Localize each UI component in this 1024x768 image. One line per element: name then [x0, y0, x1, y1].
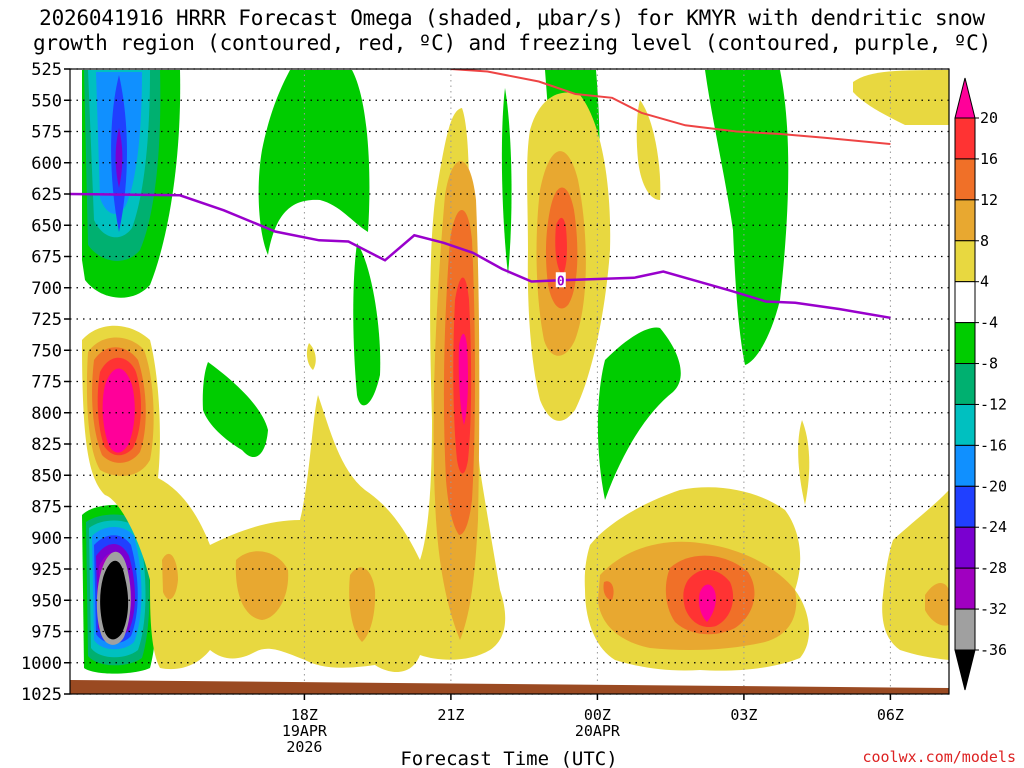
omega-region-pink-c [458, 333, 468, 425]
freezing-level-label: 0 [557, 274, 565, 289]
omega-region-yellow-l [82, 108, 506, 673]
omega-region-gold-fr [925, 583, 949, 626]
terrain-band [70, 680, 949, 694]
omega-region-green-ml [202, 362, 268, 458]
colorbar-segment [954, 526, 976, 569]
colorbar-bottom-arrow [954, 649, 976, 691]
colorbar: 20 16 12 8 4 -4 -8 -12 -16 -20 -24 -28 -32 -36 [954, 77, 1007, 691]
colorbar-segment [954, 567, 976, 610]
title-line-1: 2026041916 HRRR Forecast Omega (shaded, … [39, 6, 985, 30]
omega-region-yellow-rs [798, 420, 810, 505]
x-tick-date: 20APR [575, 722, 621, 740]
omega-shading [82, 70, 949, 674]
colorbar-level-label: -12 [980, 395, 1007, 413]
colorbar-level-label: 16 [980, 150, 998, 168]
dgz-contour-line [450, 69, 891, 145]
y-tick-label: 950 [31, 591, 62, 611]
y-tick-label: 650 [31, 216, 62, 236]
x-tick-date: 19APR [282, 722, 328, 740]
freezing-level-line [70, 192, 891, 320]
colorbar-level-label: 20 [980, 109, 998, 127]
y-tick-label: 825 [31, 435, 62, 455]
x-axis-title: Forecast Time (UTC) [400, 748, 617, 768]
colorbar-segment [954, 158, 976, 201]
omega-region-purple-ul [115, 128, 123, 188]
omega-region-gold-l2 [235, 551, 289, 620]
omega-region-yellow-fr [882, 490, 949, 660]
colorbar-level-label: -36 [980, 641, 1007, 659]
y-axis: 525 550 575 600 625 650 675 700 725 750 775 800 825 8… [21, 60, 70, 705]
colorbar-segment [954, 240, 976, 283]
y-tick-label: 850 [31, 466, 62, 486]
colorbar-level-label: 8 [980, 232, 989, 250]
x-tick-label: 03Z [730, 706, 757, 724]
omega-region-pink-r [698, 584, 716, 622]
y-tick-label: 750 [31, 341, 62, 361]
colorbar-segment [954, 444, 976, 487]
omega-region-yellow-cs [306, 343, 316, 370]
terrain-ground [70, 680, 949, 694]
omega-region-green-um3 [501, 88, 512, 275]
colorbar-level-label: -8 [980, 355, 998, 373]
omega-region-yellow-c2 [636, 100, 661, 200]
y-tick-label: 600 [31, 154, 62, 174]
y-tick-label: 550 [31, 91, 62, 111]
y-tick-label: 900 [31, 529, 62, 549]
omega-region-pink-l [102, 368, 135, 453]
y-tick-label: 1025 [21, 685, 62, 705]
y-tick-label: 725 [31, 310, 62, 330]
colorbar-level-label: -16 [980, 436, 1007, 454]
freezing-level-label-box [555, 272, 566, 288]
omega-region-red-c2 [555, 217, 567, 275]
colorbar-segment [954, 199, 976, 242]
title-line-2: growth region (contoured, red, ºC) and f… [32, 31, 992, 55]
y-tick-label: 575 [31, 123, 62, 143]
colorbar-level-label: -28 [980, 559, 1007, 577]
chart-title: 2026041916 HRRR Forecast Omega (shaded, … [0, 6, 1024, 56]
colorbar-level-label: 12 [980, 191, 998, 209]
colorbar-level-label: -32 [980, 600, 1007, 618]
omega-region-green-ur [705, 70, 789, 365]
y-tick-label: 775 [31, 373, 62, 393]
colorbar-segment [954, 608, 976, 651]
x-tick-label: 18Z [291, 706, 318, 724]
y-tick-label: 875 [31, 498, 62, 518]
y-tick-label: 625 [31, 185, 62, 205]
colorbar-segment [954, 117, 976, 160]
colorbar-segment [954, 403, 976, 446]
omega-region-gold-ls [162, 553, 178, 600]
omega-region-gold-l3 [349, 567, 376, 642]
omega-region-green-um1 [258, 70, 370, 255]
y-tick-label: 700 [31, 279, 62, 299]
colorbar-top-arrow [954, 77, 976, 119]
x-tick-year: 2026 [286, 738, 322, 756]
y-tick-label: 800 [31, 404, 62, 424]
colorbar-level-label: -20 [980, 477, 1007, 495]
colorbar-segment [954, 363, 976, 405]
y-tick-label: 675 [31, 248, 62, 268]
y-tick-label: 1000 [21, 654, 62, 674]
omega-region-yellow-tr [853, 70, 949, 125]
x-tick-label: 06Z [877, 706, 904, 724]
omega-region-black-ll [100, 560, 129, 640]
y-tick-label: 975 [31, 623, 62, 643]
colorbar-segment [954, 322, 976, 365]
omega-region-orange-rs [603, 581, 614, 600]
x-tick-label: 00Z [584, 706, 611, 724]
colorbar-level-label: -24 [980, 518, 1007, 536]
omega-region-green-mr [597, 327, 681, 500]
x-axis: 18Z19APR202621Z00Z20APR03Z06Z09Z [282, 694, 1024, 756]
colorbar-segment [954, 485, 976, 528]
x-tick-label: 21Z [437, 706, 464, 724]
colorbar-level-label: -4 [980, 314, 998, 332]
contour-lines: 0 [70, 69, 891, 320]
omega-region-green-um2 [353, 243, 381, 406]
colorbar-level-label: 4 [980, 273, 989, 291]
credit-text: coolwx.com/models [862, 748, 1016, 766]
y-tick-label: 525 [31, 60, 62, 80]
colorbar-segment [954, 281, 976, 324]
y-tick-label: 925 [31, 560, 62, 580]
